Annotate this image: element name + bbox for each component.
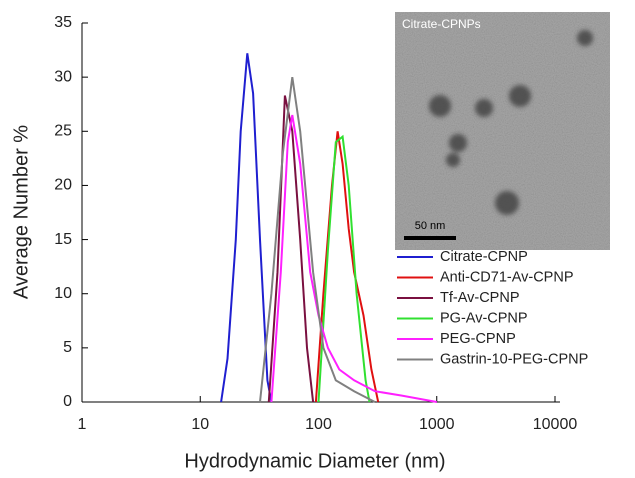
y-tick-label: 10 xyxy=(54,285,72,302)
legend-label: Gastrin-10-PEG-CPNP xyxy=(440,351,588,367)
x-tick-label: 10000 xyxy=(533,416,578,433)
series-line xyxy=(259,76,376,403)
legend-label: PG-Av-CPNP xyxy=(440,310,528,326)
legend-label: PEG-CPNP xyxy=(440,331,516,347)
series-line xyxy=(267,95,315,403)
y-tick-label: 15 xyxy=(54,231,72,248)
x-tick-label: 10 xyxy=(191,416,209,433)
scale-bar-label: 50 nm xyxy=(415,220,446,232)
y-tick-label: 5 xyxy=(63,339,72,356)
legend-label: Anti-CD71-Av-CPNP xyxy=(440,269,574,285)
y-tick-label: 0 xyxy=(63,393,72,410)
y-tick-label: 20 xyxy=(54,177,72,194)
inset-label: Citrate-CPNPs xyxy=(402,17,481,31)
series-line xyxy=(317,134,371,403)
x-tick-label: 100 xyxy=(305,416,332,433)
y-tick-label: 35 xyxy=(54,14,72,31)
x-tick-label: 1000 xyxy=(419,416,455,433)
legend-label: Citrate-CPNP xyxy=(440,249,528,265)
tem-inset: Citrate-CPNPs 50 nm xyxy=(395,12,610,250)
y-axis-title: Average Number % xyxy=(10,125,32,299)
y-tick-label: 25 xyxy=(54,123,72,140)
x-axis-title: Hydrodynamic Diameter (nm) xyxy=(184,450,445,472)
y-tick-label: 30 xyxy=(54,68,72,85)
x-tick-label: 1 xyxy=(78,416,87,433)
series-line xyxy=(220,53,273,403)
legend-label: Tf-Av-CPNP xyxy=(440,290,520,306)
